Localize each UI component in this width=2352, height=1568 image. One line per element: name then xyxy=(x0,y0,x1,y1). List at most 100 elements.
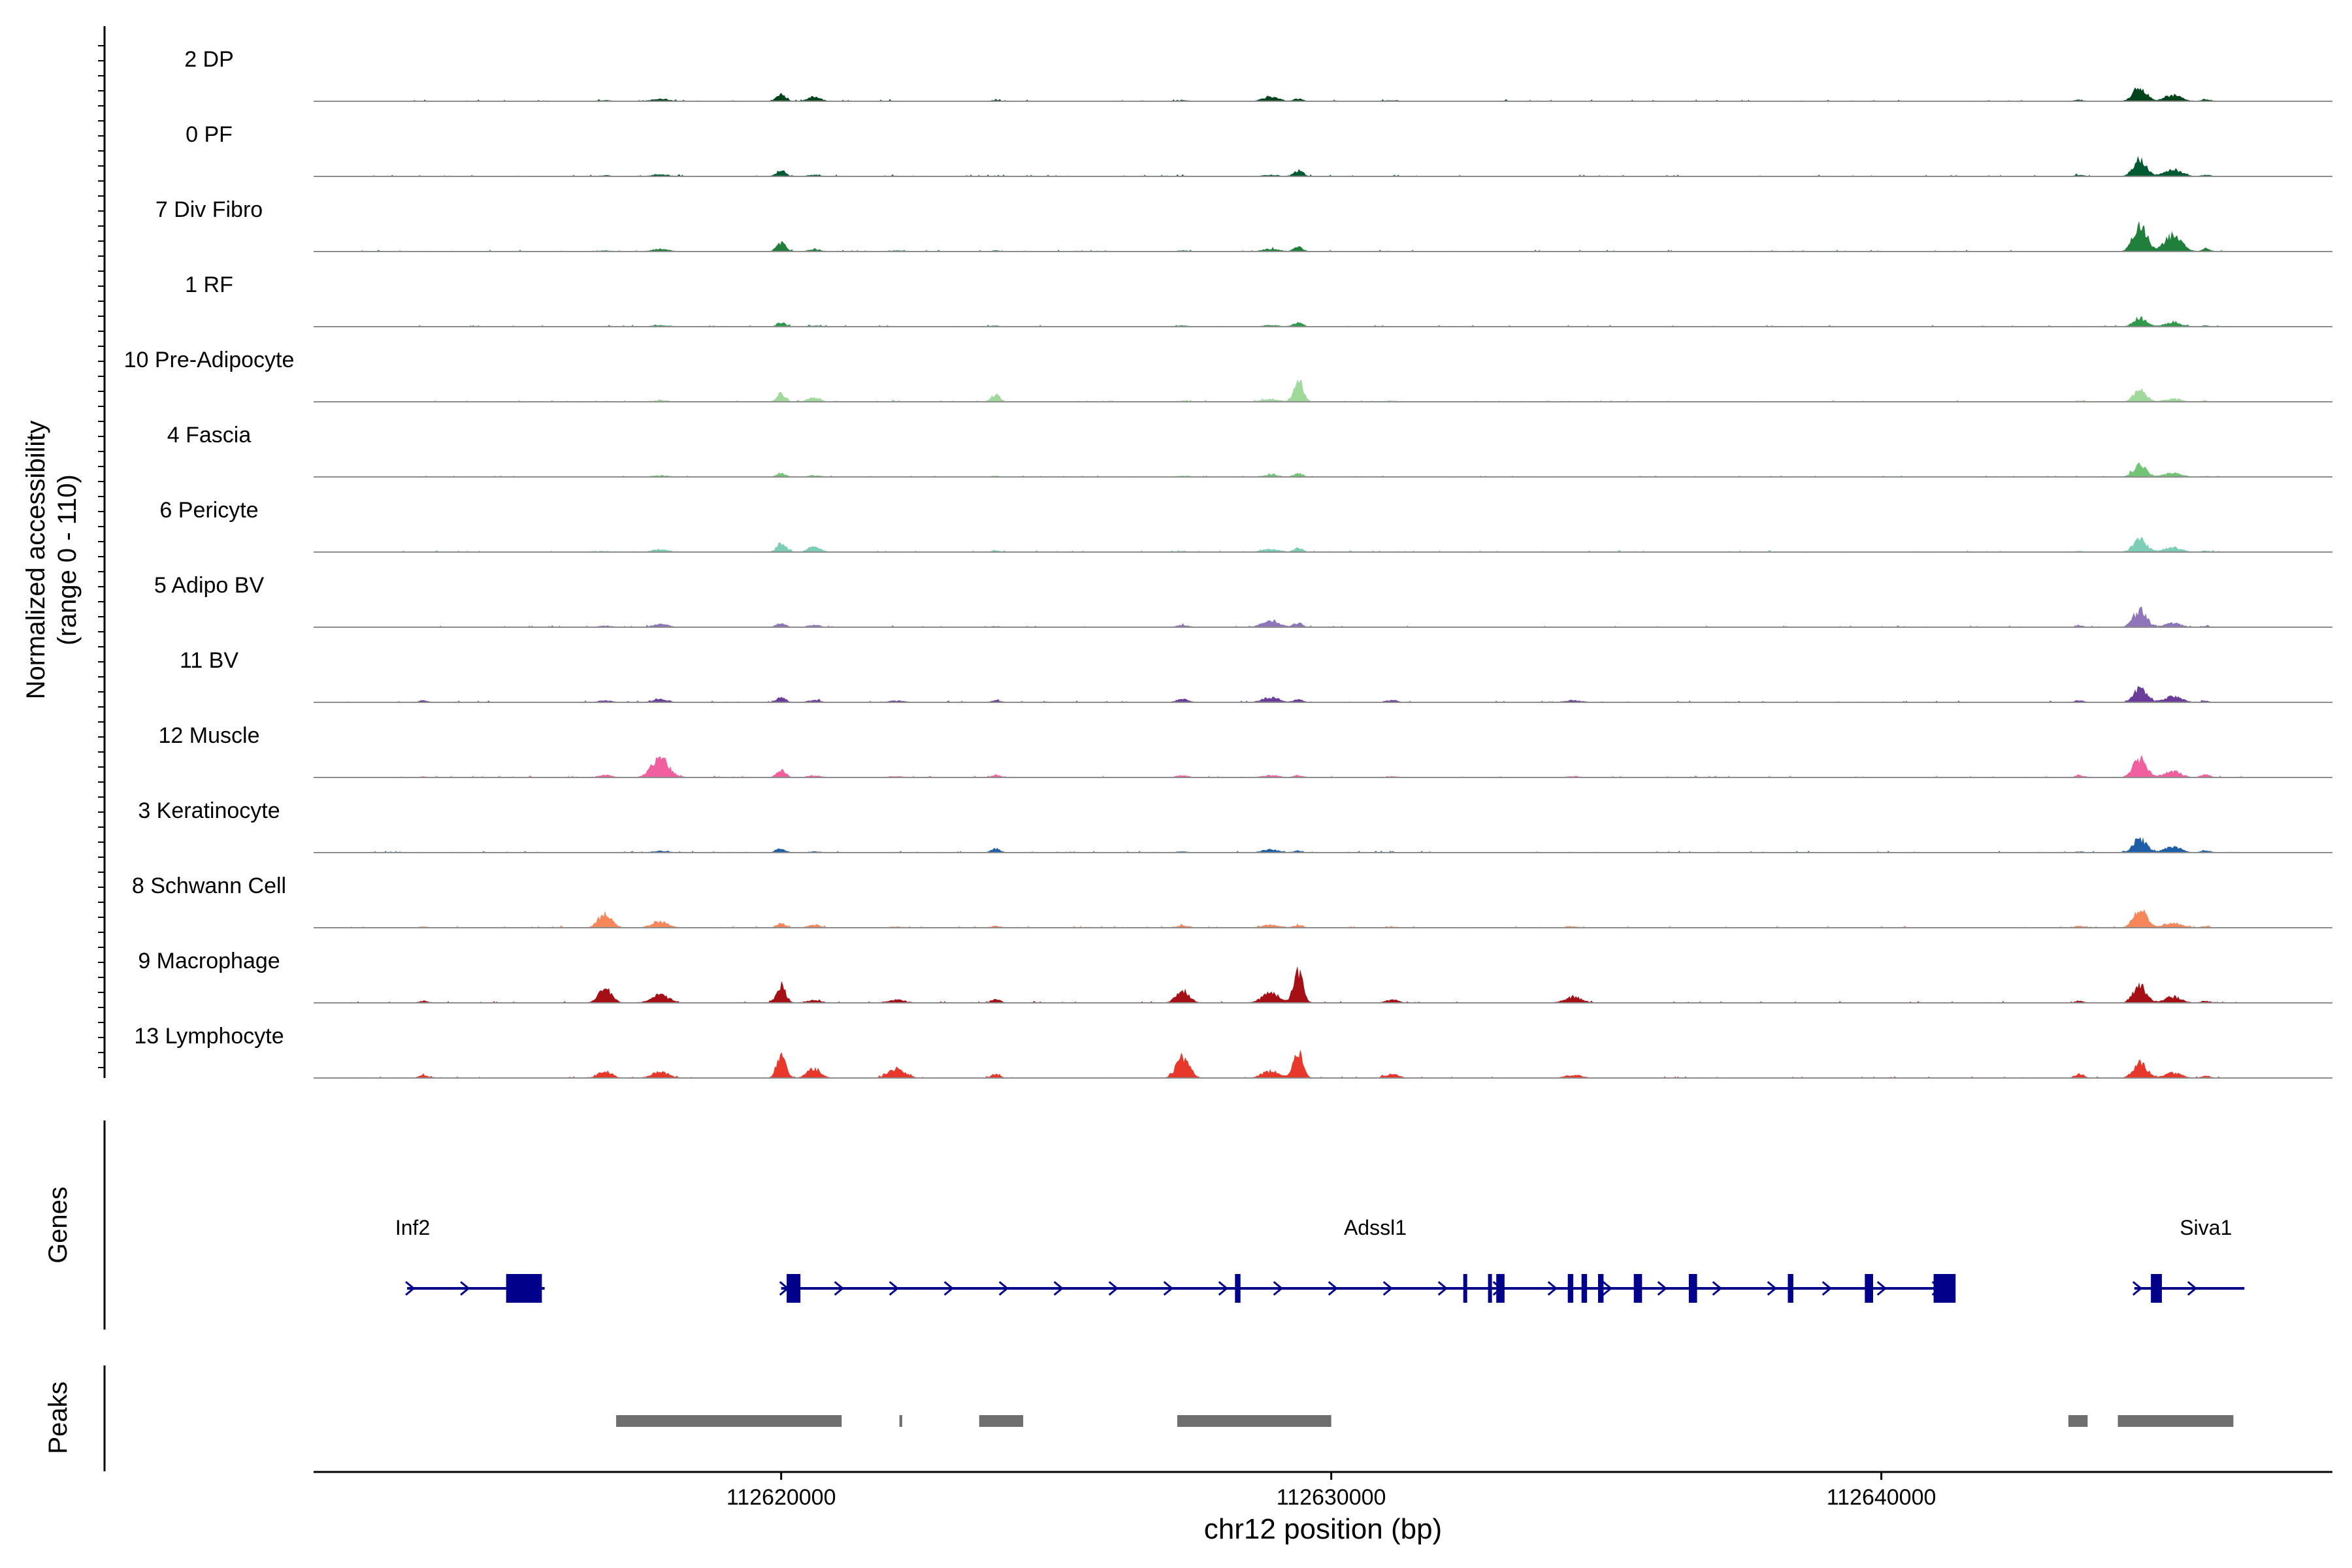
track-2-dp: 2 DP xyxy=(184,47,2332,102)
exon xyxy=(506,1274,542,1303)
peak-region xyxy=(899,1415,902,1427)
strand-arrow xyxy=(1821,1281,1833,1296)
gene-label: Adssl1 xyxy=(1344,1216,1407,1239)
strand-arrow xyxy=(998,1281,1009,1296)
strand-arrow xyxy=(889,1281,900,1296)
track-11-bv: 11 BV xyxy=(180,648,2332,703)
strand-arrow xyxy=(1328,1281,1339,1296)
strand-arrow xyxy=(1547,1281,1558,1296)
coverage-area xyxy=(368,837,2245,853)
strand-arrow xyxy=(1108,1281,1119,1296)
track-label: 13 Lymphocyte xyxy=(134,1024,284,1049)
strand-arrow xyxy=(1273,1281,1284,1296)
track-label: 11 BV xyxy=(180,648,238,673)
track-6-pericyte: 6 Pericyte xyxy=(159,498,2332,553)
track-label: 2 DP xyxy=(184,47,234,72)
track-13-lymphocyte: 13 Lymphocyte xyxy=(134,1024,2332,1079)
coverage-area xyxy=(341,966,2239,1003)
gene-inf2: Inf2 xyxy=(395,1216,545,1303)
exon xyxy=(1597,1274,1604,1303)
coverage-area xyxy=(368,87,2256,101)
exon xyxy=(1567,1274,1574,1303)
track-1-rf: 1 RF xyxy=(185,272,2332,327)
strand-arrow xyxy=(1163,1281,1174,1296)
gene-annotation-track: Genes Inf2 Adssl1 Siva1 xyxy=(44,1186,2245,1303)
track-4-fascia: 4 Fascia xyxy=(167,423,2332,478)
coverage-area xyxy=(396,755,2245,777)
peak-region xyxy=(979,1415,1024,1427)
exon xyxy=(1488,1274,1492,1303)
peak-region xyxy=(2117,1415,2234,1427)
peak-region xyxy=(2068,1415,2088,1427)
track-10-pre-adipocyte: 10 Pre-Adipocyte xyxy=(124,348,2332,402)
peak-region xyxy=(1177,1415,1331,1427)
strand-arrow xyxy=(405,1281,416,1296)
exon xyxy=(1463,1274,1467,1303)
strand-arrow xyxy=(943,1281,955,1296)
genes-track-label: Genes xyxy=(44,1186,73,1264)
strand-arrow xyxy=(1053,1281,1064,1296)
exon xyxy=(1581,1274,1588,1303)
y-axis-title: Normalized accessibility (range 0 - 110) xyxy=(22,421,82,700)
coverage-area xyxy=(396,379,2223,402)
track-3-keratinocyte: 3 Keratinocyte xyxy=(138,798,2332,853)
y-axis-title-line: Normalized accessibility xyxy=(22,421,50,700)
exon xyxy=(1633,1274,1642,1303)
coverage-tracks: 2 DP 0 PF 7 Div Fibro 1 RF 10 Pre-Adipocyte 4… xyxy=(124,47,2332,1079)
axes: Normalized accessibility (range 0 - 110) 1… xyxy=(22,26,2332,1545)
coverage-area xyxy=(341,686,2212,702)
track-label: 8 Schwann Cell xyxy=(132,874,286,898)
track-label: 12 Muscle xyxy=(159,723,260,748)
strand-arrow xyxy=(1712,1281,1723,1296)
coverage-area xyxy=(341,221,2239,252)
exon xyxy=(1865,1274,1873,1303)
coverage-area xyxy=(341,909,2239,928)
peaks-track-label: Peaks xyxy=(44,1381,73,1454)
strand-arrow xyxy=(460,1281,470,1296)
track-8-schwann-cell: 8 Schwann Cell xyxy=(132,874,2332,928)
track-7-div-fibro: 7 Div Fibro xyxy=(155,197,2332,252)
x-tick-label: 112630000 xyxy=(1277,1485,1386,1510)
strand-arrow xyxy=(1382,1281,1394,1296)
exon xyxy=(1788,1274,1793,1303)
track-label: 6 Pericyte xyxy=(159,498,258,523)
track-label: 3 Keratinocyte xyxy=(138,798,280,823)
track-5-adipo-bv: 5 Adipo BV xyxy=(154,573,2332,628)
gene-label: Siva1 xyxy=(2180,1216,2232,1239)
track-label: 5 Adipo BV xyxy=(154,573,265,598)
strand-arrow xyxy=(1876,1281,1887,1296)
strand-arrow xyxy=(834,1281,845,1296)
track-label: 10 Pre-Adipocyte xyxy=(124,348,295,372)
gene-label: Inf2 xyxy=(395,1216,430,1239)
track-0-pf: 0 PF xyxy=(186,122,2332,177)
y-axis-title-line: (range 0 - 110) xyxy=(53,474,82,645)
exon xyxy=(1235,1274,1241,1303)
exon xyxy=(1496,1274,1505,1303)
strand-arrow xyxy=(1767,1281,1778,1296)
track-label: 9 Macrophage xyxy=(138,949,280,973)
strand-arrow xyxy=(2187,1281,2198,1296)
strand-arrow xyxy=(2132,1281,2143,1296)
coverage-area xyxy=(368,155,2256,176)
exon xyxy=(2151,1274,2162,1303)
track-label: 7 Div Fibro xyxy=(155,197,263,222)
track-12-muscle: 12 Muscle xyxy=(159,723,2332,778)
strand-arrow xyxy=(1218,1281,1229,1296)
track-label: 0 PF xyxy=(186,122,233,147)
exon xyxy=(1933,1274,1956,1303)
strand-arrow xyxy=(1657,1281,1668,1296)
strand-arrow xyxy=(1437,1281,1448,1296)
track-label: 4 Fascia xyxy=(167,423,252,448)
exon xyxy=(1688,1274,1697,1303)
coverage-area xyxy=(396,316,2234,327)
x-tick-label: 112620000 xyxy=(727,1485,836,1510)
coverage-area xyxy=(396,462,2234,477)
gene-adssl1: Adssl1 xyxy=(779,1216,1956,1303)
coverage-area xyxy=(341,1049,2228,1078)
x-axis-title: chr12 position (bp) xyxy=(1204,1513,1442,1545)
peak-region xyxy=(616,1415,842,1427)
coverage-area xyxy=(396,606,2212,627)
track-label: 1 RF xyxy=(185,272,233,297)
peak-track: Peaks xyxy=(44,1381,2234,1454)
